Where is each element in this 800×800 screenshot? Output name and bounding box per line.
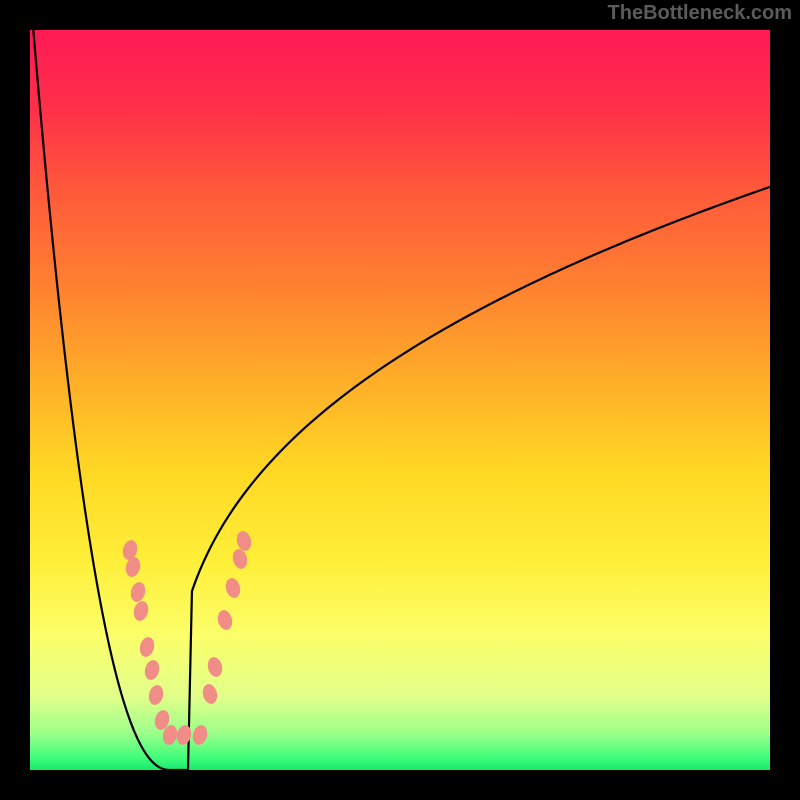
chart-frame: TheBottleneck.com [0,0,800,800]
plot-area [30,30,770,770]
data-marker [147,684,165,707]
watermark-text: TheBottleneck.com [608,2,792,25]
data-marker [129,581,147,604]
data-marker [175,724,193,747]
data-marker [231,548,249,571]
data-marker [235,530,253,553]
data-marker [191,724,209,747]
data-marker [201,683,219,706]
data-marker [224,577,242,600]
bottleneck-curve [30,30,770,770]
data-marker [143,659,161,682]
data-marker [216,609,234,632]
data-marker [132,600,150,623]
data-marker [206,656,224,679]
data-marker [138,636,156,659]
curve-layer [30,30,770,770]
